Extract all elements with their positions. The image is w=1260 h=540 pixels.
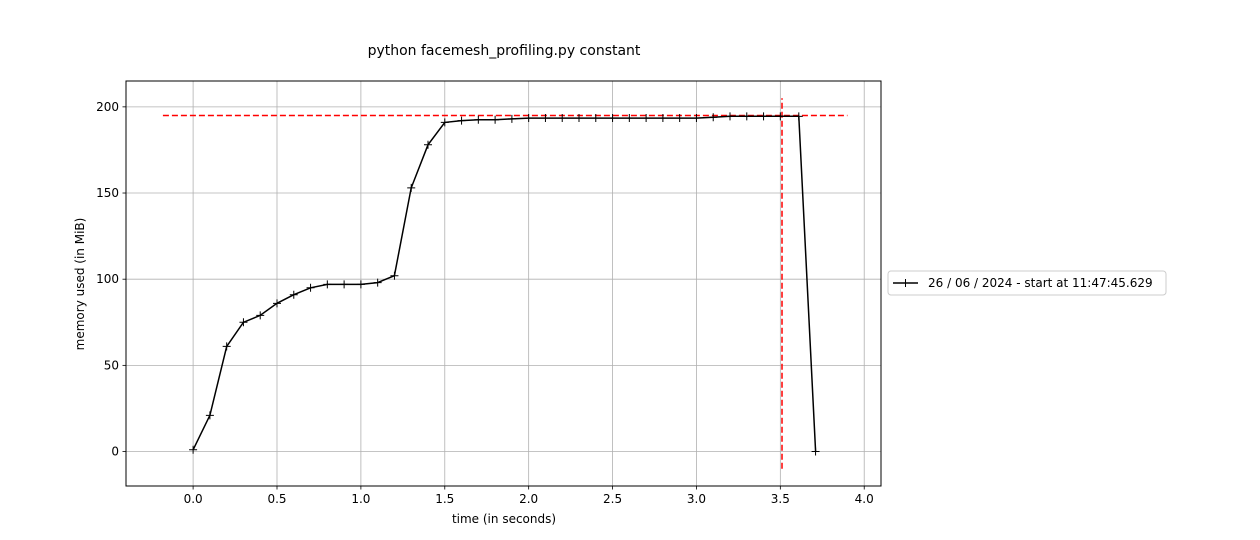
- data-point-marker: [457, 116, 466, 125]
- data-point-marker: [625, 114, 634, 123]
- data-point-marker: [524, 114, 533, 123]
- legend: 26 / 06 / 2024 - start at 11:47:45.629: [887, 270, 1167, 296]
- x-tick-label: 2.5: [603, 492, 622, 506]
- data-point-marker: [692, 114, 701, 123]
- data-point-marker: [794, 112, 803, 121]
- legend-box: [887, 270, 1167, 296]
- data-point-marker: [558, 114, 567, 123]
- data-point-marker: [273, 299, 281, 308]
- data-point-marker: [776, 112, 785, 121]
- x-tick-label: 1.0: [351, 492, 370, 506]
- data-point-marker: [256, 311, 265, 320]
- data-point-marker: [390, 271, 399, 280]
- data-point-marker: [658, 114, 667, 123]
- x-tick-label: 0.5: [267, 492, 286, 506]
- x-tick-label: 1.5: [435, 492, 454, 506]
- x-tick-label: 0.0: [184, 492, 203, 506]
- data-point-marker: [222, 342, 231, 351]
- series-line: [192, 115, 817, 452]
- data-point-marker: [642, 114, 651, 123]
- y-tick-label: 50: [104, 358, 119, 372]
- data-point-marker: [541, 114, 550, 123]
- data-point-marker: [356, 280, 365, 289]
- data-point-marker: [591, 114, 600, 123]
- axis-ticks: 0.0 0.5 1.0 1.5 2.0 2.5 3.0 3.5 4.0 0 50 100 150 200: [96, 100, 874, 506]
- data-point-marker: [407, 183, 416, 192]
- y-axis-label: memory used (in MiB): [73, 218, 87, 351]
- legend-label: 26 / 06 / 2024 - start at 11:47:45.629: [928, 276, 1153, 290]
- x-axis-label: time (in seconds): [452, 512, 556, 526]
- data-point-marker: [289, 290, 298, 299]
- y-tick-label: 200: [96, 100, 119, 114]
- data-point-marker: [323, 280, 332, 289]
- data-point-marker: [474, 115, 483, 124]
- data-point-marker: [575, 114, 583, 123]
- data-point-marker: [424, 140, 432, 149]
- y-tick-label: 150: [96, 186, 119, 200]
- reference-lines: [162, 98, 848, 469]
- data-point-marker: [491, 115, 500, 124]
- data-point-marker: [507, 114, 516, 123]
- data-point-marker: [811, 447, 820, 456]
- data-point-marker: [675, 114, 684, 123]
- x-tick-label: 3.5: [771, 492, 790, 506]
- data-point-marker: [608, 114, 617, 123]
- plot-frame: [125, 80, 882, 487]
- x-tick-label: 4.0: [855, 492, 874, 506]
- y-tick-label: 0: [111, 445, 119, 459]
- data-point-marker: [709, 113, 718, 122]
- data-point-marker: [239, 318, 248, 327]
- data-point-marker: [205, 411, 214, 420]
- data-point-marker: [189, 445, 198, 454]
- y-tick-label: 100: [96, 272, 119, 286]
- series-layer: [189, 112, 820, 456]
- data-point-marker: [742, 112, 751, 121]
- data-point-marker: [306, 283, 315, 292]
- x-tick-label: 2.0: [519, 492, 538, 506]
- chart-title: python facemesh_profiling.py constant: [368, 43, 641, 59]
- x-tick-label: 3.0: [687, 492, 706, 506]
- legend-marker-swatch: [901, 279, 910, 287]
- data-point-marker: [759, 112, 768, 121]
- data-point-marker: [726, 112, 734, 121]
- grid-lines: [126, 81, 881, 486]
- data-point-marker: [373, 278, 382, 287]
- data-point-marker: [440, 118, 449, 127]
- data-point-marker: [340, 280, 349, 289]
